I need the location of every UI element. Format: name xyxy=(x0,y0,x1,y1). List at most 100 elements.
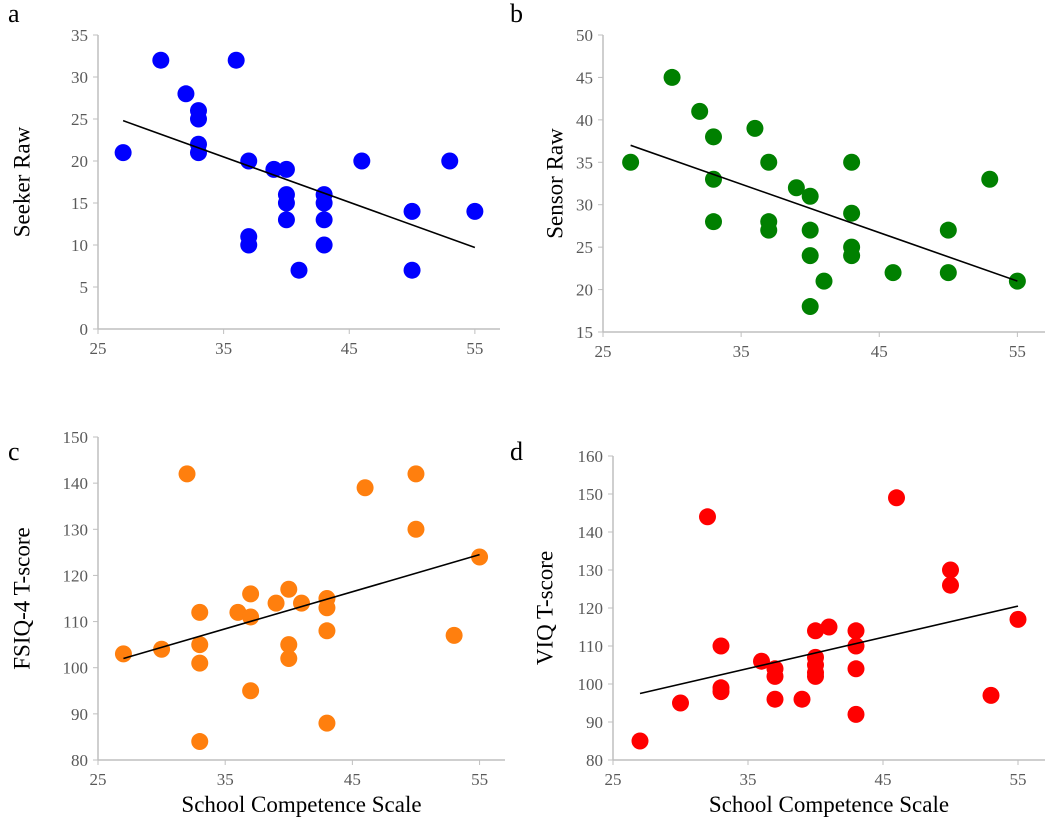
data-point xyxy=(240,236,258,254)
data-point xyxy=(663,68,681,86)
panel-b: 25 35 45 55 15 20 25 30 35 40 45 50 b Sensor Raw xyxy=(510,0,1045,361)
data-point xyxy=(787,179,805,197)
y-tick-label: 110 xyxy=(578,637,603,656)
data-point xyxy=(801,298,819,316)
data-point xyxy=(353,152,371,170)
data-point xyxy=(191,733,209,751)
data-point xyxy=(242,682,260,700)
data-point xyxy=(318,622,336,640)
y-tick-label: 20 xyxy=(71,152,88,171)
data-point xyxy=(190,110,207,128)
x-tick-label: 45 xyxy=(344,770,361,789)
y-tick-label: 160 xyxy=(578,447,604,466)
data-point xyxy=(942,561,959,579)
data-point xyxy=(847,622,865,640)
data-point xyxy=(699,508,716,526)
y-tick-label: 25 xyxy=(576,238,593,257)
data-point xyxy=(760,221,778,239)
data-point xyxy=(746,119,764,137)
y-tick-label: 150 xyxy=(578,485,604,504)
x-axis-title: School Competence Scale xyxy=(181,792,421,817)
y-tick-label: 5 xyxy=(80,278,89,297)
data-point xyxy=(843,153,861,171)
data-point xyxy=(888,489,905,507)
data-point xyxy=(242,585,260,603)
y-tick-label: 50 xyxy=(576,26,593,45)
data-point xyxy=(277,211,295,229)
y-axis-title: Seeker Raw xyxy=(10,126,35,237)
data-point xyxy=(191,603,209,621)
data-point xyxy=(153,640,171,658)
y-tick-label: 10 xyxy=(71,236,88,255)
data-point xyxy=(760,153,778,171)
y-tick-label: 25 xyxy=(71,110,88,129)
x-tick-label: 25 xyxy=(595,342,612,361)
y-tick-label: 35 xyxy=(71,26,88,45)
data-point xyxy=(939,221,957,239)
data-point xyxy=(847,705,865,723)
data-point xyxy=(815,272,833,290)
data-point xyxy=(445,626,463,644)
x-tick-label: 25 xyxy=(605,770,622,789)
y-tick-label: 40 xyxy=(576,111,593,130)
data-point xyxy=(240,152,258,170)
x-tick-label: 25 xyxy=(90,339,107,358)
y-tick-label: 110 xyxy=(63,613,88,632)
y-tick-label: 35 xyxy=(576,153,593,172)
data-point xyxy=(793,690,811,708)
data-point xyxy=(942,576,959,594)
trend-line xyxy=(639,605,1019,695)
x-tick-label: 55 xyxy=(1010,770,1027,789)
y-tick-label: 130 xyxy=(578,561,604,580)
x-tick-label: 25 xyxy=(90,770,107,789)
data-point xyxy=(152,51,170,69)
panel-a: 25 35 45 55 0 5 10 15 20 25 30 35 a Seeker Raw xyxy=(8,0,500,358)
data-point xyxy=(191,654,209,672)
data-point xyxy=(847,637,865,655)
data-point xyxy=(801,221,819,239)
y-axis-title: Sensor Raw xyxy=(543,128,568,239)
data-point xyxy=(622,153,640,171)
y-tick-label: 30 xyxy=(71,68,88,87)
data-point xyxy=(267,594,285,612)
data-point xyxy=(403,261,421,279)
data-point xyxy=(356,479,374,497)
y-axis-title: VIQ T-score xyxy=(533,551,558,665)
data-point xyxy=(712,683,730,701)
data-point xyxy=(280,636,298,654)
data-point xyxy=(407,465,425,483)
panel-c: 25 35 45 55 80 90 100 110 120 130 140 150 c FSIQ-4 T-… xyxy=(8,428,505,817)
data-point xyxy=(315,236,333,254)
data-point xyxy=(441,152,459,170)
data-point xyxy=(884,264,902,282)
x-axis-title: School Competence Scale xyxy=(709,792,949,817)
data-point xyxy=(807,667,824,685)
data-point xyxy=(190,144,207,162)
panel-d: 25 35 45 55 80 90 100 110 120 130 140 150 160 d VIQ T-… xyxy=(510,437,1045,817)
data-point xyxy=(766,667,784,685)
data-point xyxy=(315,211,333,229)
data-point xyxy=(982,686,1000,704)
x-tick-label: 35 xyxy=(740,770,757,789)
data-point xyxy=(280,580,298,598)
y-tick-label: 150 xyxy=(63,428,89,447)
data-point xyxy=(277,194,295,212)
y-tick-label: 45 xyxy=(576,68,593,87)
trend-line xyxy=(122,119,476,249)
x-tick-label: 35 xyxy=(215,339,232,358)
data-point xyxy=(191,636,209,654)
data-point xyxy=(290,261,308,279)
y-tick-label: 80 xyxy=(71,751,88,770)
y-tick-label: 140 xyxy=(63,474,89,493)
data-point xyxy=(801,247,819,265)
panel-label: b xyxy=(510,0,523,28)
x-tick-label: 45 xyxy=(871,342,888,361)
y-tick-label: 90 xyxy=(71,705,88,724)
data-point xyxy=(801,187,819,205)
data-point xyxy=(753,652,770,670)
x-tick-label: 55 xyxy=(466,339,483,358)
panel-label: a xyxy=(8,0,20,28)
y-tick-label: 120 xyxy=(578,599,604,618)
data-point xyxy=(807,622,824,640)
